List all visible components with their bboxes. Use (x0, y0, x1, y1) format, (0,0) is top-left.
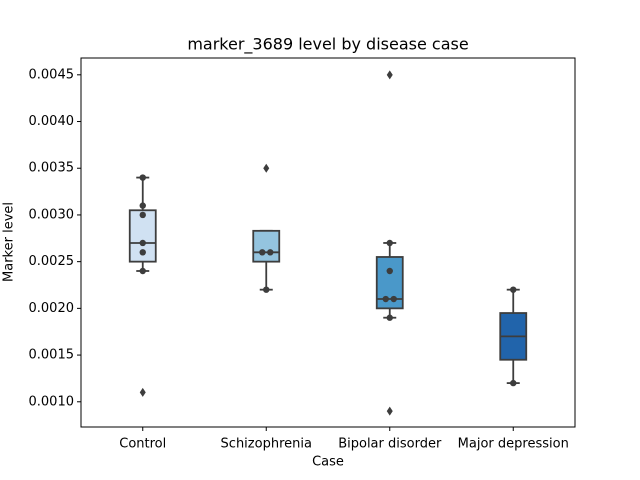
point (263, 286, 270, 293)
x-tick-label: Major depression (458, 437, 569, 452)
y-tick-label: 0.0015 (29, 348, 75, 363)
y-tick-label: 0.0035 (29, 161, 75, 176)
y-tick-label: 0.0040 (29, 114, 75, 129)
point (386, 314, 393, 321)
x-axis-label: Case (312, 455, 344, 470)
outlier (139, 387, 146, 397)
plot-frame (80, 57, 576, 428)
point (259, 249, 266, 256)
y-tick-label: 0.0025 (29, 254, 75, 269)
point (139, 239, 146, 247)
chart-title: marker_3689 level by disease case (187, 35, 468, 55)
outlier (263, 163, 270, 173)
point (139, 174, 146, 181)
x-tick-label: Bipolar disorder (338, 437, 442, 452)
point (139, 202, 146, 209)
y-tick-label: 0.0045 (29, 67, 75, 82)
x-tick-label: Schizophrenia (221, 437, 312, 452)
point (382, 295, 389, 303)
box (252, 229, 281, 263)
point (510, 379, 517, 387)
y-tick-label: 0.0020 (29, 301, 75, 316)
point (139, 211, 146, 219)
point (139, 267, 146, 275)
outlier (386, 406, 393, 416)
point (386, 239, 393, 247)
point (139, 249, 146, 256)
y-axis-label: Marker level (2, 202, 17, 282)
y-tick-label: 0.0010 (29, 394, 75, 409)
point (386, 267, 393, 275)
point (510, 286, 517, 293)
box (375, 256, 404, 310)
outlier (386, 70, 393, 80)
x-tick-label: Control (119, 437, 166, 452)
point (267, 249, 274, 256)
y-tick-label: 0.0030 (29, 207, 75, 222)
point (390, 295, 397, 303)
